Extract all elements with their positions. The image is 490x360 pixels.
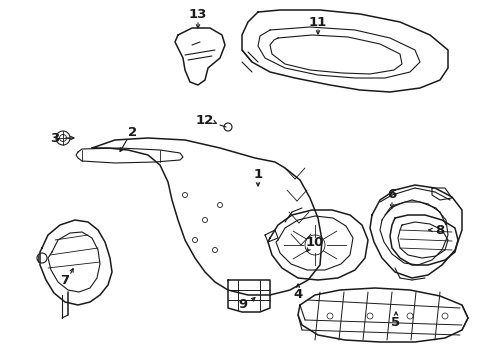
Text: 3: 3 — [50, 131, 60, 144]
Text: 8: 8 — [436, 224, 444, 237]
Text: 4: 4 — [294, 288, 303, 302]
Text: 12: 12 — [196, 113, 214, 126]
Text: 7: 7 — [60, 274, 70, 287]
Text: 5: 5 — [392, 315, 400, 328]
Text: 10: 10 — [306, 237, 324, 249]
Text: 11: 11 — [309, 15, 327, 28]
Text: 1: 1 — [253, 168, 263, 181]
Text: 2: 2 — [128, 126, 138, 139]
Text: 13: 13 — [189, 9, 207, 22]
Text: 9: 9 — [239, 298, 247, 311]
Text: 6: 6 — [388, 189, 396, 202]
